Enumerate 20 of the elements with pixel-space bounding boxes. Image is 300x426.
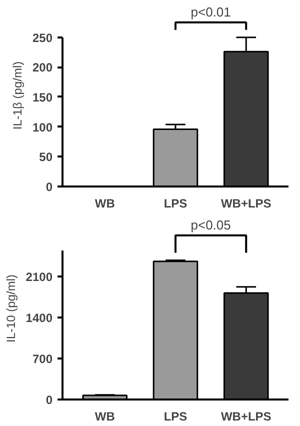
x-tick-label: WB+LPS: [220, 410, 272, 424]
y-tick-label: 1400: [26, 311, 53, 326]
y-axis-title: IL-1β (pg/ml): [10, 61, 24, 130]
x-tick-label: LPS: [164, 410, 188, 424]
y-tick-label: 2100: [26, 270, 53, 284]
x-tick-label: LPS: [164, 196, 188, 210]
y-tick-label: 150: [32, 90, 53, 104]
y-tick-label: 50: [39, 150, 53, 164]
text: p<0.05: [190, 217, 231, 232]
x-tick-label: WB: [94, 410, 116, 424]
text: p<0.01: [190, 4, 231, 20]
y-tick-label: 200: [32, 60, 53, 75]
x-tick-label: WB+LPS: [220, 196, 272, 210]
y-tick-label: 700: [32, 352, 53, 366]
y-tick-label: 0: [46, 180, 53, 194]
y-axis-title: IL-10 (pg/ml): [4, 274, 18, 343]
x-tick-label: WB: [94, 196, 116, 210]
y-tick-label: 0: [46, 393, 53, 407]
y-tick-label: 100: [32, 120, 53, 134]
y-tick-label: 250: [32, 30, 53, 45]
